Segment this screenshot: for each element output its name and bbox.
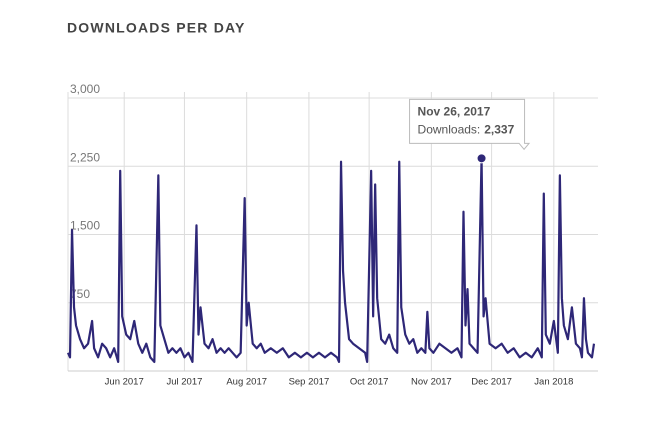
chart-title: DOWNLOADS PER DAY	[67, 20, 246, 36]
x-tick-label: Jul 2017	[166, 377, 202, 388]
tooltip: Nov 26, 2017 Downloads: 2,337	[409, 98, 531, 151]
y-tick-label: 750	[70, 287, 90, 301]
tooltip-label: Downloads:	[418, 123, 481, 137]
y-tick-label: 2,250	[70, 150, 100, 164]
x-tick-label: Jun 2017	[105, 377, 144, 388]
tooltip-title: Nov 26, 2017	[418, 105, 491, 119]
x-tick-label: Oct 2017	[350, 377, 389, 388]
x-tick-label: Aug 2017	[226, 377, 267, 388]
x-tick-label: Sep 2017	[289, 377, 330, 388]
y-tick-label: 1,500	[70, 219, 100, 233]
line-series	[66, 157, 596, 363]
tooltip-value: 2,337	[484, 123, 514, 137]
x-tick-label: Nov 2017	[411, 377, 452, 388]
tooltip-box	[409, 98, 531, 151]
highlight-point	[476, 153, 487, 164]
x-tick-label: Dec 2017	[471, 377, 512, 388]
y-tick-label: 3,000	[70, 82, 100, 96]
x-tick-label: Jan 2018	[534, 377, 573, 388]
